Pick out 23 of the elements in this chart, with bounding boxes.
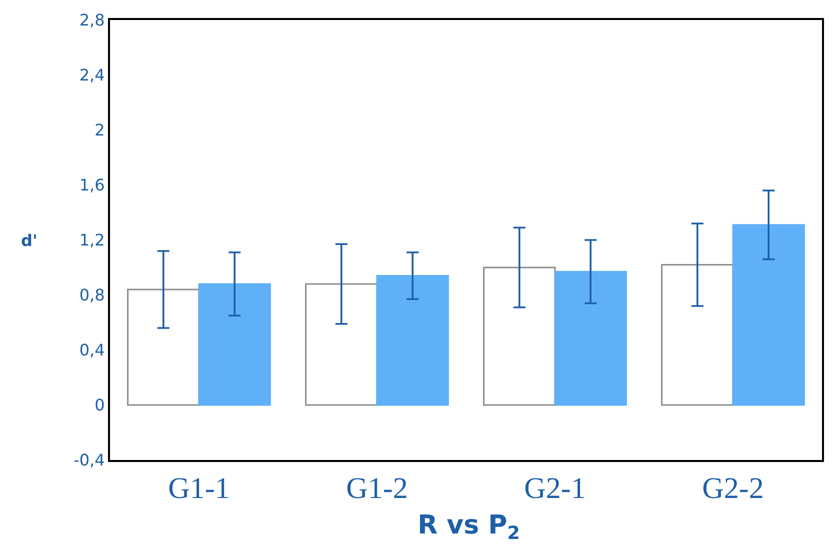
text: R vs P$_{2}$	[418, 510, 520, 544]
y-tick-label: 2,4	[79, 66, 105, 85]
bar	[305, 283, 378, 406]
bar	[732, 224, 805, 406]
y-axis-title: d'	[21, 231, 38, 250]
y-tick-label: 1,2	[79, 230, 105, 250]
bar	[376, 275, 449, 406]
y-tick-label: 0,4	[79, 340, 105, 360]
y-tick-label: 0,8	[79, 286, 105, 305]
x-tick-label: G2-2	[702, 472, 764, 505]
y-tick-label: 2	[94, 120, 105, 140]
y-tick-label: -0,4	[74, 450, 105, 470]
y-tick-label: 2,8	[79, 10, 105, 30]
x-tick-label: G1-1	[168, 472, 230, 505]
bar	[661, 264, 734, 406]
bar	[127, 288, 200, 406]
x-tick-label: G1-2	[346, 472, 408, 505]
bar	[554, 270, 627, 406]
bar	[198, 283, 271, 406]
y-tick-label: 0	[94, 396, 105, 415]
bar	[483, 266, 556, 406]
y-tick-label: 1,6	[79, 176, 105, 195]
x-tick-label: G2-1	[524, 472, 586, 505]
